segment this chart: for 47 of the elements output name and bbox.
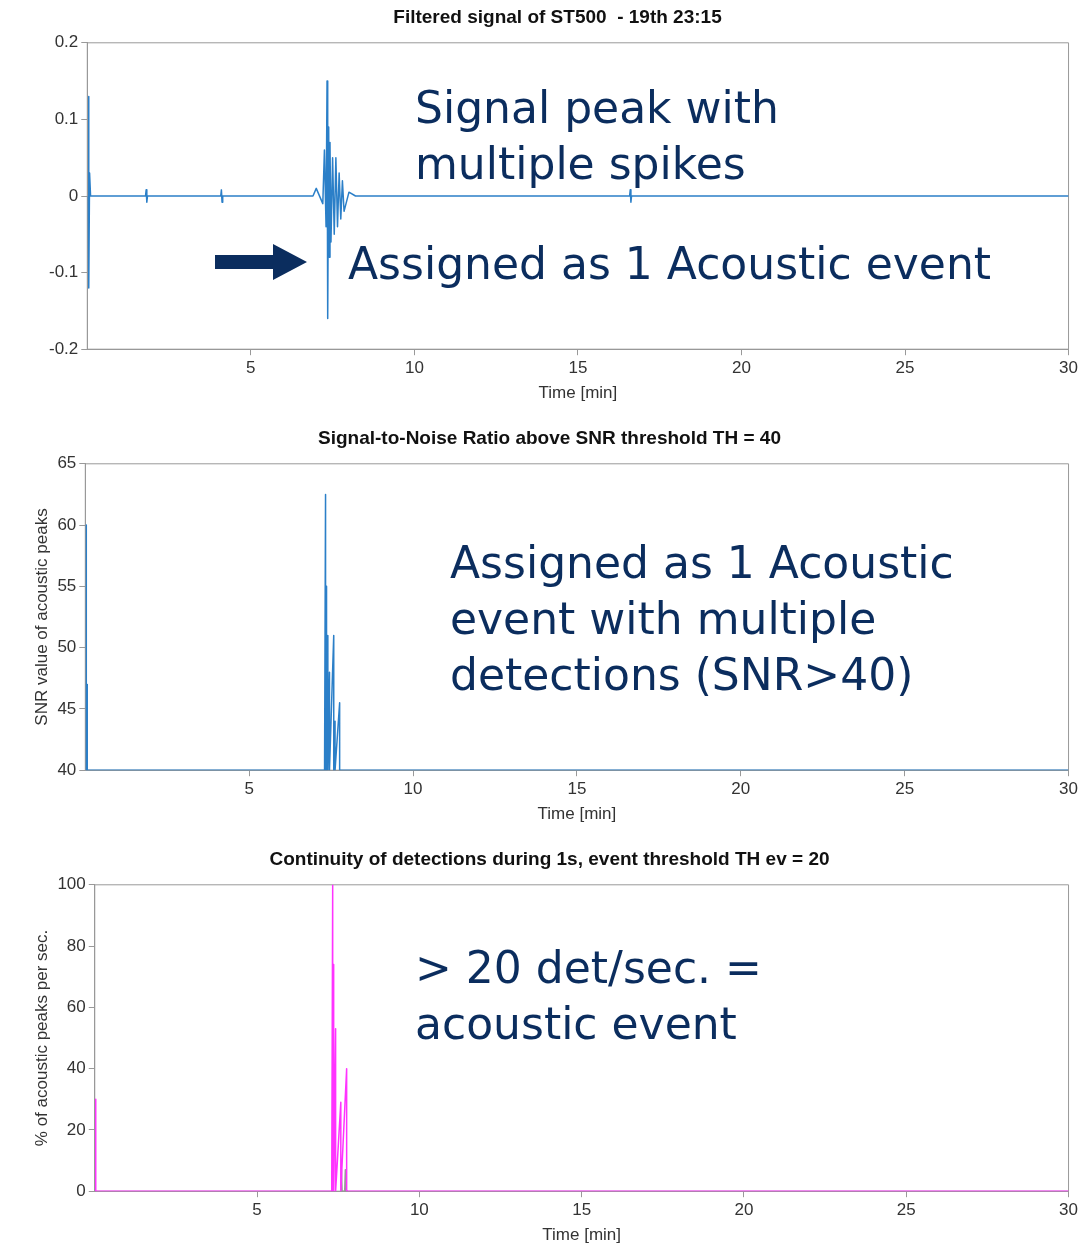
y-tick-label: 20 [66, 1119, 86, 1139]
y-tick-label: 0 [68, 185, 79, 205]
annotation: Assigned as 1 Acoustic event [348, 237, 993, 291]
x-tick-label: 30 [1059, 779, 1079, 799]
x-tick-label: 25 [895, 779, 915, 799]
y-tick-label: 45 [57, 698, 77, 718]
x-tick-label: 20 [731, 779, 751, 799]
y-axis-title: % of acoustic peaks per sec. [31, 929, 51, 1147]
y-tick-label: 50 [57, 637, 77, 657]
x-tick-label: 20 [734, 1200, 754, 1220]
x-axis-title: Time [min] [542, 1225, 622, 1245]
x-tick-label: 25 [896, 1200, 916, 1220]
x-tick-label: 25 [895, 358, 915, 378]
y-tick-label: 40 [66, 1058, 86, 1078]
x-tick-label: 15 [568, 358, 588, 378]
y-tick-label: 40 [57, 759, 77, 779]
y-tick-label: 55 [57, 576, 77, 596]
chart-title: Signal-to-Noise Ratio above SNR threshold TH = 40 [318, 426, 781, 448]
x-tick-label: 10 [403, 779, 423, 799]
x-tick-label: 15 [572, 1200, 592, 1220]
y-tick-label: 60 [57, 514, 77, 534]
y-tick-label: 65 [57, 453, 77, 473]
x-tick-label: 5 [246, 358, 256, 378]
x-axis-title: Time [min] [538, 383, 618, 403]
chart-title: Filtered signal of ST500 - 19th 23:15 [393, 5, 723, 27]
y-axis-title: SNR value of acoustic peaks [31, 508, 51, 726]
x-tick-label: 10 [404, 358, 424, 378]
x-tick-label: 30 [1059, 358, 1079, 378]
y-tick-label: 0.1 [54, 109, 79, 129]
y-tick-label: 0.2 [54, 32, 79, 52]
y-tick-label: -0.1 [49, 262, 79, 282]
x-tick-label: 10 [409, 1200, 429, 1220]
y-tick-label: 100 [57, 874, 86, 894]
x-tick-label: 5 [244, 779, 254, 799]
x-tick-label: 20 [732, 358, 751, 378]
y-tick-label: 60 [66, 997, 86, 1017]
annotation: Signal peak with multiple spikes [415, 81, 780, 191]
y-tick-label: -0.2 [49, 338, 79, 358]
chart-title: Continuity of detections during 1s, event threshold TH ev = 20 [269, 847, 830, 869]
x-tick-label: 30 [1059, 1200, 1079, 1220]
x-tick-label: 5 [252, 1200, 262, 1220]
x-tick-label: 15 [567, 779, 587, 799]
y-tick-label: 0 [76, 1180, 86, 1200]
annotation: Assigned as 1 Acoustic event with multiple detections (SNR>40) [450, 536, 955, 702]
annotation: > 20 det/sec. = acoustic event [415, 941, 763, 1051]
x-axis-title: Time [min] [537, 804, 617, 824]
y-tick-label: 80 [66, 935, 86, 955]
